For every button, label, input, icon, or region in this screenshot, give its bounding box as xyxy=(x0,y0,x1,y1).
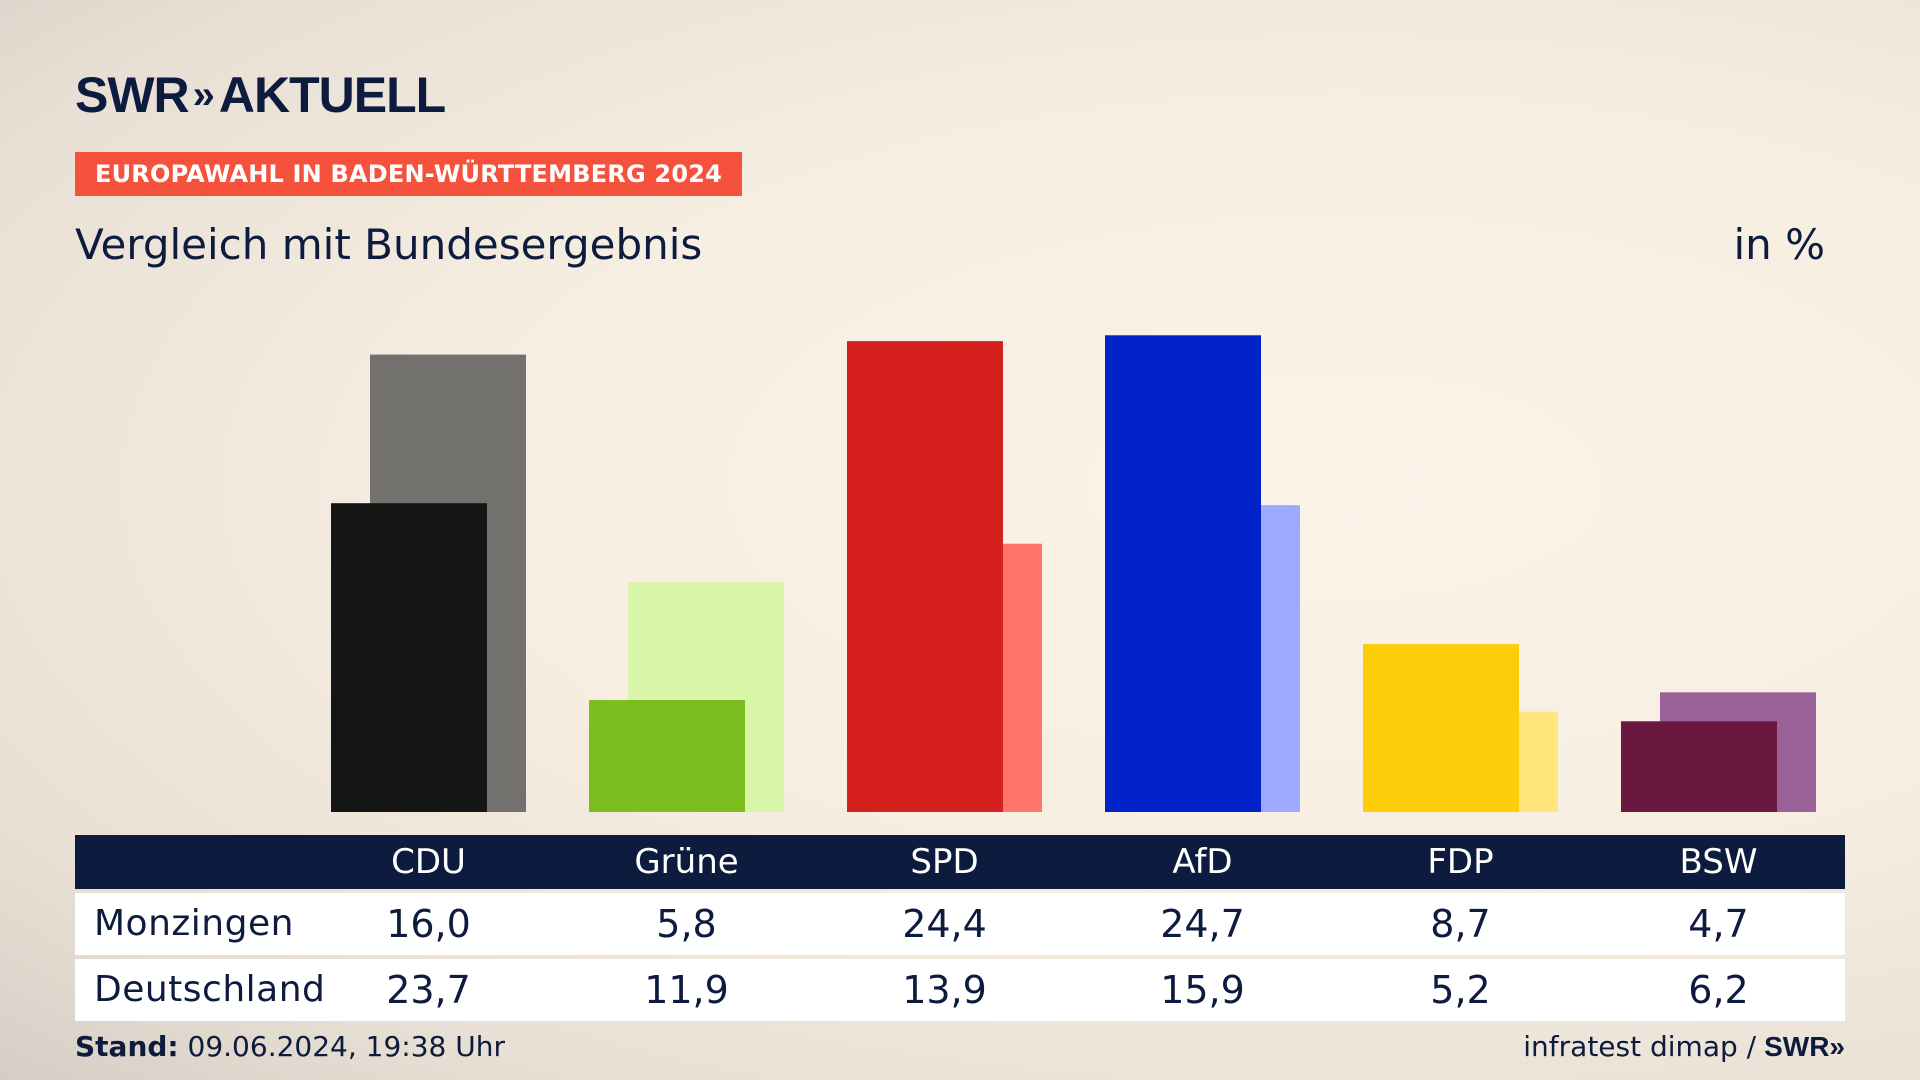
bar-local-gr-ne xyxy=(589,700,745,812)
stand-label: Stand: xyxy=(75,1030,179,1063)
source-brand: SWR» xyxy=(1764,1030,1845,1062)
bar-local-bsw xyxy=(1621,721,1777,812)
party-label-afd: AfD xyxy=(1172,842,1233,882)
brand-product: AKTUELL xyxy=(218,67,446,123)
value-national-cdu: 23,7 xyxy=(386,968,471,1012)
party-label-fdp: FDP xyxy=(1427,842,1494,882)
stand-value: 09.06.2024, 19:38 Uhr xyxy=(187,1030,505,1063)
value-local-cdu: 16,0 xyxy=(386,902,471,946)
table-header: CDU Grüne SPD AfD FDP BSW xyxy=(75,835,1845,889)
source: infratest dimap / SWR» xyxy=(1523,1030,1845,1063)
value-local-afd: 24,7 xyxy=(1160,902,1245,946)
election-tag: EUROPAWAHL IN BADEN-WÜRTTEMBERG 2024 xyxy=(75,152,743,196)
value-national-gr-ne: 11,9 xyxy=(644,968,729,1012)
unit-label: in % xyxy=(1733,220,1825,269)
bar-local-fdp xyxy=(1363,644,1519,812)
results-table: CDU Grüne SPD AfD FDP BSW Monzingen 16,0 5,8 24… xyxy=(75,835,1845,1021)
value-local-bsw: 4,7 xyxy=(1688,902,1749,946)
bar-chart xyxy=(331,335,1816,812)
party-label-cdu: CDU xyxy=(391,842,466,882)
bar-local-cdu xyxy=(331,503,487,812)
value-local-gr-ne: 5,8 xyxy=(656,902,717,946)
table-row-national: Deutschland 23,7 11,9 13,9 15,9 5,2 6,2 xyxy=(75,959,1845,1021)
brand-name: SWR xyxy=(75,67,190,123)
value-national-bsw: 6,2 xyxy=(1688,968,1749,1012)
value-national-afd: 15,9 xyxy=(1160,968,1245,1012)
source-label: infratest dimap / xyxy=(1523,1030,1757,1063)
party-label-gr-ne: Grüne xyxy=(634,842,739,882)
bar-local-spd xyxy=(847,341,1003,812)
timestamp: Stand: 09.06.2024, 19:38 Uhr xyxy=(75,1030,505,1063)
value-local-fdp: 8,7 xyxy=(1430,902,1491,946)
bar-local-afd xyxy=(1105,335,1261,812)
table-row-local: Monzingen 16,0 5,8 24,4 24,7 8,7 4,7 xyxy=(75,893,1845,955)
chart-title: Vergleich mit Bundesergebnis xyxy=(75,220,703,269)
value-local-spd: 24,4 xyxy=(902,902,987,946)
swr-aktuell-logo: SWR » AKTUELL xyxy=(75,66,446,124)
value-national-fdp: 5,2 xyxy=(1430,968,1491,1012)
party-label-bsw: BSW xyxy=(1679,842,1758,882)
value-national-spd: 13,9 xyxy=(902,968,987,1012)
party-label-spd: SPD xyxy=(910,842,979,882)
row-label-local: Monzingen xyxy=(94,903,294,944)
row-label-national: Deutschland xyxy=(94,969,326,1010)
